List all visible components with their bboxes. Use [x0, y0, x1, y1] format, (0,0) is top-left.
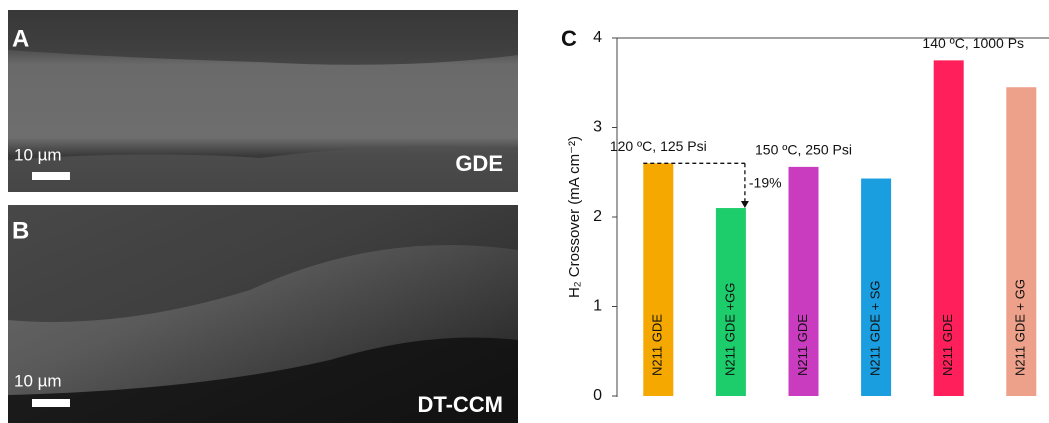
scale-bar — [32, 172, 70, 180]
panel-label: C — [561, 26, 577, 51]
category-label: N211 GDE — [650, 314, 665, 376]
category-label: N211 GDE — [795, 314, 810, 376]
panel-label: A — [12, 25, 29, 52]
y-tick-label: 1 — [593, 298, 602, 315]
category-label: N211 GDE + GG — [1013, 279, 1028, 376]
annotation: -19% — [749, 174, 782, 190]
category-label: N211 GDE — [940, 314, 955, 376]
annotation: 140 ºC, 1000 Ps — [922, 35, 1024, 51]
y-tick-label: 4 — [593, 29, 602, 46]
sem-panel-b: B 10 µm DT-CCM — [8, 205, 518, 423]
scale-bar — [32, 399, 70, 407]
scale-bar-label: 10 µm — [14, 371, 62, 390]
y-tick-label: 2 — [593, 208, 602, 225]
annotation: 150 ºC, 250 Psi — [755, 142, 852, 158]
panel-label: B — [12, 217, 29, 244]
panel-caption: GDE — [455, 151, 503, 176]
y-tick-label: 0 — [593, 387, 602, 404]
sem-panel-a: A 10 µm GDE — [8, 10, 518, 192]
y-tick-label: 3 — [593, 119, 602, 136]
category-label: N211 GDE + SG — [868, 281, 883, 377]
y-axis-label: H₂ Crossover (mA cm⁻²) — [566, 136, 583, 298]
scale-bar-label: 10 µm — [14, 145, 62, 164]
arrow-head — [741, 201, 749, 208]
figure: A 10 µm GDE B 10 µm DT-CCM C H₂ Crossove… — [0, 0, 1049, 423]
annotation: 120 ºC, 125 Psi — [610, 138, 707, 154]
panel-caption: DT-CCM — [417, 392, 503, 417]
category-label: N211 GDE +GG — [722, 283, 737, 376]
